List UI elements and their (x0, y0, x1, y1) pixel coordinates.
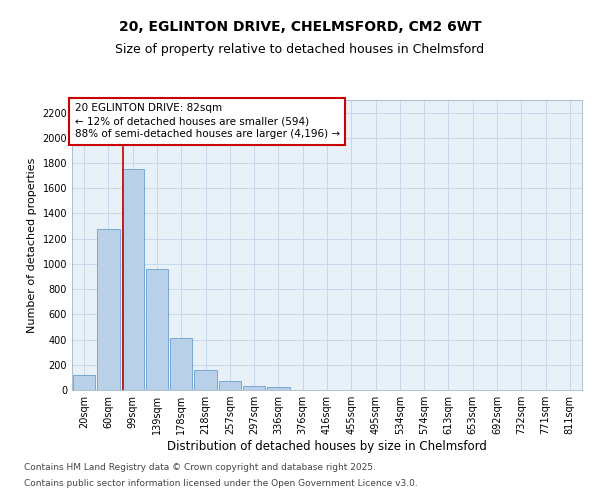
Bar (73, 375, 95, 390)
Y-axis label: Number of detached properties: Number of detached properties (27, 158, 37, 332)
Text: Contains HM Land Registry data © Crown copyright and database right 2025.: Contains HM Land Registry data © Crown c… (24, 464, 376, 472)
Bar (122, 168, 144, 390)
Bar (267, 387, 290, 390)
Text: Contains public sector information licensed under the Open Government Licence v3: Contains public sector information licen… (24, 478, 418, 488)
Text: Size of property relative to detached houses in Chelmsford: Size of property relative to detached ho… (115, 42, 485, 56)
Bar (243, 386, 265, 390)
Text: 20, EGLINTON DRIVE, CHELMSFORD, CM2 6WT: 20, EGLINTON DRIVE, CHELMSFORD, CM2 6WT (119, 20, 481, 34)
Bar (146, 269, 168, 390)
Bar (97, 229, 119, 390)
Text: 20 EGLINTON DRIVE: 82sqm
← 12% of detached houses are smaller (594)
88% of semi-: 20 EGLINTON DRIVE: 82sqm ← 12% of detach… (74, 103, 340, 140)
X-axis label: Distribution of detached houses by size in Chelmsford: Distribution of detached houses by size … (167, 440, 487, 453)
Bar (170, 338, 193, 390)
Bar (194, 370, 217, 390)
Bar (218, 380, 241, 390)
